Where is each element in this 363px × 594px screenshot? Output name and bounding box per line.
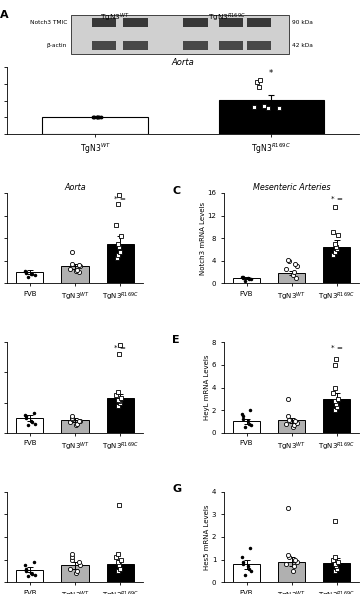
FancyBboxPatch shape [247, 41, 271, 50]
Text: E: E [172, 335, 180, 345]
Y-axis label: Hes5 mRNA Levels: Hes5 mRNA Levels [204, 504, 211, 570]
Text: *: * [269, 69, 273, 78]
Text: TgN3$^{WT}$: TgN3$^{WT}$ [100, 12, 130, 24]
FancyBboxPatch shape [71, 14, 289, 55]
Bar [233, 421, 260, 432]
FancyBboxPatch shape [92, 18, 117, 27]
Bar [278, 273, 305, 283]
FancyBboxPatch shape [123, 41, 148, 50]
Bar [61, 420, 89, 432]
Bar [278, 562, 305, 582]
FancyBboxPatch shape [247, 18, 271, 27]
Y-axis label: Notch3 mRNA Levels: Notch3 mRNA Levels [200, 201, 206, 274]
Title: Aorta: Aorta [64, 183, 86, 192]
Text: TgN3$^{R169C}$: TgN3$^{R169C}$ [208, 12, 246, 24]
Title: Mesenteric Arteries: Mesenteric Arteries [253, 183, 330, 192]
Bar [16, 570, 43, 582]
Text: β-actin: β-actin [47, 43, 67, 48]
Text: * =: * = [331, 346, 343, 352]
Bar [107, 244, 134, 283]
Bar [61, 565, 89, 582]
Bar [233, 277, 260, 283]
FancyBboxPatch shape [123, 18, 148, 27]
Text: A: A [0, 10, 9, 20]
Text: C: C [172, 186, 181, 195]
FancyBboxPatch shape [219, 18, 243, 27]
Bar [16, 418, 43, 432]
Bar [219, 100, 324, 134]
FancyBboxPatch shape [183, 18, 208, 27]
Text: * =: * = [114, 196, 126, 202]
Y-axis label: HeyL mRNA Levels: HeyL mRNA Levels [204, 355, 211, 421]
Bar [323, 247, 350, 283]
Text: G: G [172, 485, 182, 494]
Bar [42, 117, 148, 134]
Bar [107, 564, 134, 582]
FancyBboxPatch shape [92, 41, 117, 50]
Bar [107, 398, 134, 432]
Bar [16, 272, 43, 283]
Bar [323, 563, 350, 582]
Text: 42 kDa: 42 kDa [293, 43, 313, 48]
Title: Aorta: Aorta [172, 58, 195, 67]
Bar [278, 421, 305, 432]
Bar [61, 266, 89, 283]
FancyBboxPatch shape [219, 41, 243, 50]
FancyBboxPatch shape [183, 41, 208, 50]
Bar [233, 564, 260, 582]
Text: * =: * = [114, 346, 126, 352]
Bar [323, 399, 350, 432]
Text: Notch3 TMIC: Notch3 TMIC [30, 20, 67, 25]
Text: * =: * = [331, 196, 343, 202]
Text: 90 kDa: 90 kDa [293, 20, 313, 25]
